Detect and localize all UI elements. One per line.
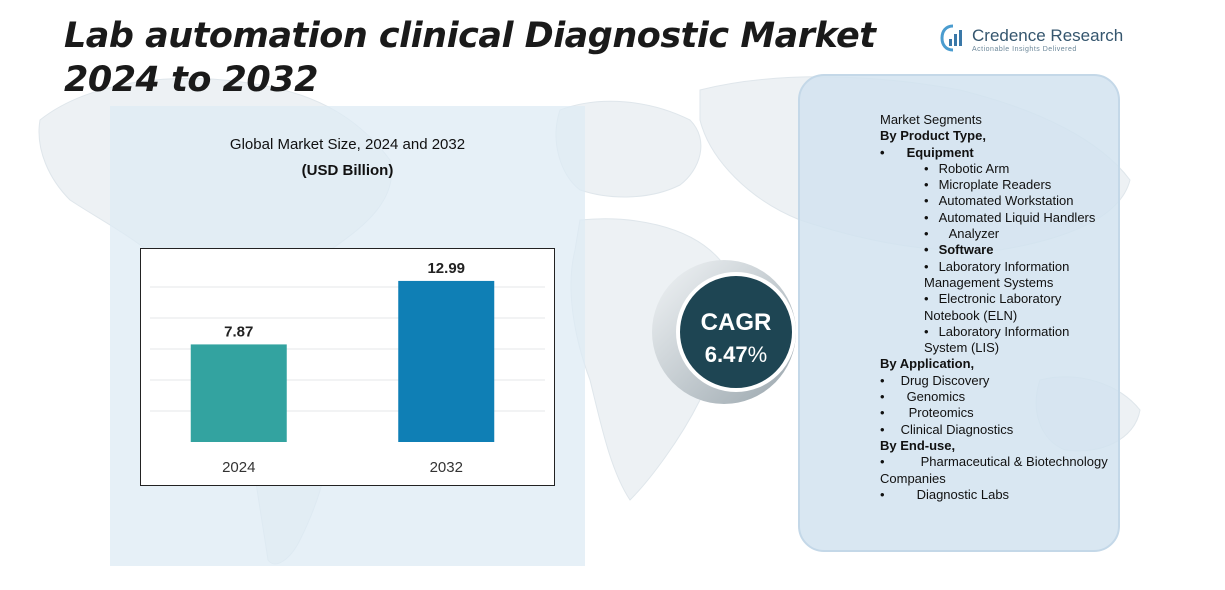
logo-tagline: Actionable Insights Delivered	[972, 46, 1077, 53]
list-item: Microplate Readers	[880, 177, 1110, 193]
segments-heading: Market Segments	[880, 112, 982, 127]
bar-2024	[190, 344, 287, 442]
cagr-circle	[676, 272, 796, 392]
software-label: Software	[880, 242, 1110, 258]
list-item: Laboratory Information System (LIS)	[880, 324, 1110, 357]
list-item: Pharmaceutical & Biotechnology Companies	[880, 454, 1110, 487]
logo-mark-icon	[940, 24, 962, 52]
list-item: Diagnostic Labs	[880, 487, 1110, 503]
tick-label-2032: 2032	[430, 459, 463, 476]
equipment-label: Equipment	[880, 145, 1110, 161]
list-item: Clinical Diagnostics	[880, 422, 1110, 438]
application-label: By Application,	[880, 356, 975, 372]
bar-chart: 7.87 2024 12.99 2032	[140, 248, 555, 486]
list-item: Electronic Laboratory Notebook (ELN)	[880, 291, 1110, 324]
list-item: Robotic Arm	[880, 161, 1110, 177]
chart-title: Global Market Size, 2024 and 2032	[229, 136, 466, 153]
product-type-label: By Product Type,	[880, 128, 986, 144]
data-label-2024: 7.87	[224, 323, 253, 340]
data-label-2032: 12.99	[427, 260, 465, 277]
tick-label-2024: 2024	[222, 459, 255, 476]
list-item: Automated Workstation	[880, 193, 1110, 209]
end-use-label: By End-use,	[880, 437, 956, 453]
cagr-badge: CAGR 6.47%	[652, 260, 796, 404]
list-item: Automated Liquid Handlers	[880, 210, 1110, 226]
market-segments-card: Market Segments By Product Type, Equipme…	[798, 74, 1120, 552]
cagr-label: CAGR	[701, 309, 772, 336]
logo-name: Credence Research	[972, 26, 1124, 45]
list-item: Drug Discovery	[880, 373, 1110, 389]
page-title: Lab automation clinical Diagnostic Marke…	[64, 16, 876, 100]
segments-list: Market Segments By Product Type, Equipme…	[880, 112, 1110, 503]
chart-subtitle: (USD Billion)	[301, 162, 394, 179]
list-item: Laboratory Information Management System…	[880, 259, 1110, 292]
brand-logo: Credence Research Actionable Insights De…	[940, 24, 1124, 56]
bar-2032	[398, 280, 495, 442]
list-item: Genomics	[880, 389, 1110, 405]
cagr-value: 6.47%	[705, 342, 767, 367]
list-item: Analyzer	[880, 226, 1110, 242]
list-item: Proteomics	[880, 405, 1110, 421]
